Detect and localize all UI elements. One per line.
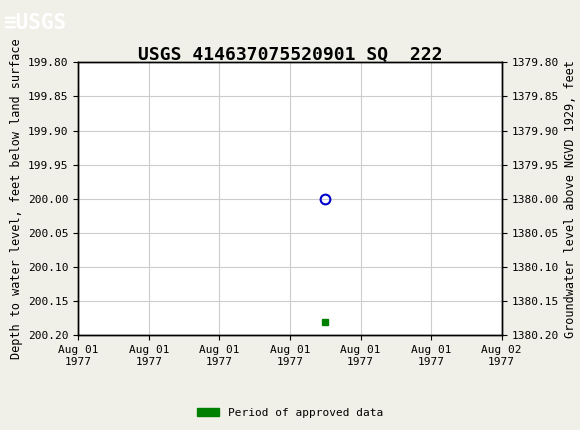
Y-axis label: Depth to water level, feet below land surface: Depth to water level, feet below land su…	[9, 39, 23, 359]
Legend: Period of approved data: Period of approved data	[193, 403, 387, 422]
Y-axis label: Groundwater level above NGVD 1929, feet: Groundwater level above NGVD 1929, feet	[564, 60, 577, 338]
Text: USGS 414637075520901 SQ  222: USGS 414637075520901 SQ 222	[138, 46, 442, 64]
Text: ≡USGS: ≡USGS	[3, 12, 66, 33]
